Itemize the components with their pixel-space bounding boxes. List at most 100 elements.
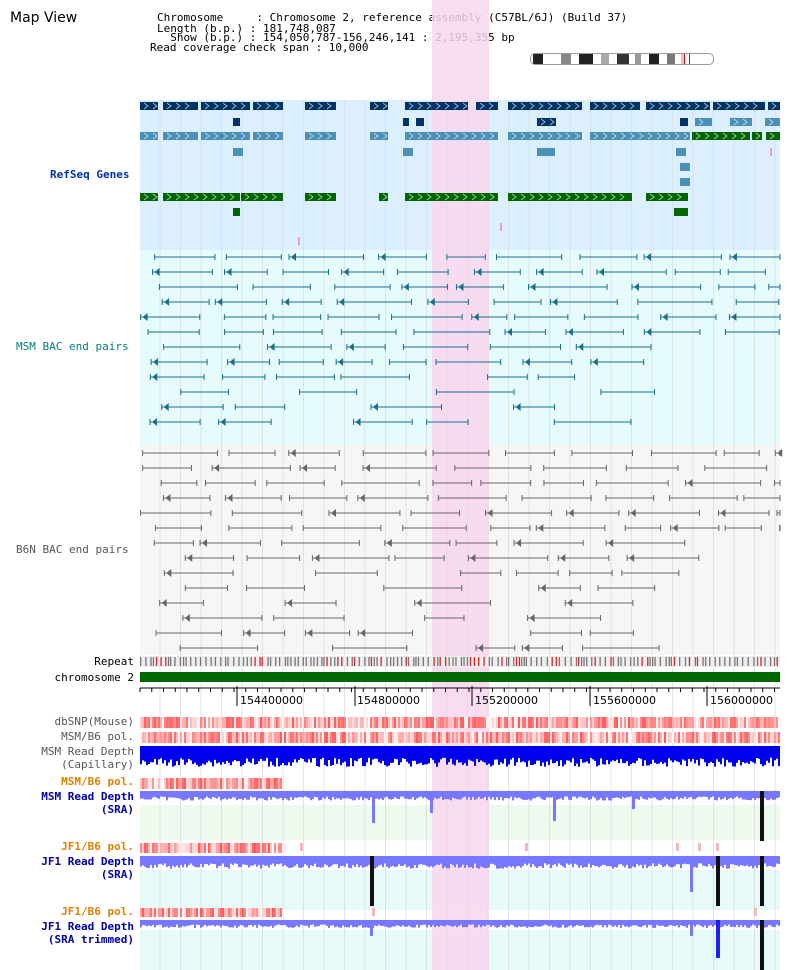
msm-depth-capillary: [230, 746, 232, 766]
msm-pol-heat: [480, 732, 482, 743]
msm-depth-sra: [742, 791, 744, 800]
msm-depth-capillary: [360, 746, 362, 758]
strand-arrow: [716, 102, 722, 110]
dbsnp-heat: [178, 717, 180, 728]
jf1-pol-heat: [268, 843, 270, 853]
strand-arrow: [382, 102, 388, 110]
msm-pol-sra-heat: [144, 778, 146, 789]
repeat-mark: [741, 657, 744, 666]
jf1-pol-trim-heat: [170, 908, 172, 917]
jf1-pol-heat: [154, 843, 156, 853]
jf1-depth-trimmed: [484, 920, 486, 927]
msm-depth-capillary: [692, 746, 694, 759]
msm-pol-heat: [158, 732, 160, 743]
strand-arrow: [373, 102, 379, 110]
jf1-depth-sra: [722, 856, 724, 868]
dbsnp-heat: [532, 717, 534, 728]
msm-depth-sra: [770, 791, 772, 799]
msm-depth-capillary: [666, 746, 668, 767]
msm-depth-capillary: [518, 746, 520, 759]
jf1-depth-sra: [276, 856, 278, 865]
jf1-depth-sra: [142, 856, 144, 866]
strand-arrow: [620, 102, 626, 110]
jf1-depth-sra: [456, 856, 458, 865]
msm-depth-capillary: [218, 746, 220, 763]
jf1-depth-trimmed: [606, 920, 608, 928]
dbsnp-heat: [308, 717, 310, 728]
jf1-pol-trim-heat: [148, 908, 150, 917]
dbsnp-heat: [448, 717, 450, 728]
pol-mark: [525, 843, 528, 851]
dbsnp-heat: [558, 717, 560, 728]
jf1-depth-trimmed: [566, 920, 568, 928]
msm-depth-capillary: [140, 746, 142, 765]
strand-arrow: [222, 132, 228, 140]
strand-arrow: [674, 132, 680, 140]
jf1-depth-trimmed: [308, 920, 310, 928]
dbsnp-heat: [372, 717, 374, 728]
msm-bac-label[interactable]: MSM BAC end pairs: [16, 340, 129, 353]
strand-arrow: [453, 132, 459, 140]
msm-pol-sra-heat: [170, 778, 172, 789]
msm-depth-sra: [394, 791, 396, 798]
highlight-region[interactable]: [432, 0, 489, 970]
dbsnp-heat: [502, 717, 504, 728]
b6n-bac-label[interactable]: B6N BAC end pairs: [16, 543, 129, 556]
dbsnp-heat: [658, 717, 660, 728]
dbsnp-heat: [772, 717, 774, 728]
msm-pol-heat: [754, 732, 756, 743]
jf1-depth-sra: [394, 856, 396, 867]
refseq-genes-label[interactable]: RefSeq Genes: [50, 168, 130, 181]
jf1-depth-trimmed-label-2: (SRA trimmed): [47, 933, 134, 946]
msm-depth-capillary: [566, 746, 568, 761]
msm-depth-capillary: [634, 746, 636, 764]
end-marker: [217, 298, 223, 306]
msm-depth-capillary: [520, 746, 522, 763]
msm-depth-capillary: [486, 746, 488, 765]
msm-pol-heat: [160, 732, 162, 743]
jf1-depth-sra: [638, 856, 640, 866]
strand-arrow: [193, 193, 199, 201]
dbsnp-heat: [418, 717, 420, 728]
msm-depth-capillary: [456, 746, 458, 760]
strand-arrow: [184, 102, 190, 110]
msm-pol-heat: [448, 732, 450, 743]
end-marker: [568, 509, 574, 517]
jf1-depth-trimmed: [162, 920, 164, 928]
jf1-pol-heat: [216, 843, 218, 853]
end-marker: [152, 418, 158, 426]
msm-depth-capillary: [358, 746, 360, 759]
msm-depth-sra: [422, 791, 424, 799]
repeat-mark: [709, 657, 711, 666]
strand-arrow: [326, 132, 332, 140]
jf1-depth-trimmed: [636, 920, 638, 926]
msm-pol-sra-heat: [208, 778, 210, 789]
dbsnp-heat: [580, 717, 582, 728]
repeat-mark: [610, 657, 612, 666]
msm-pol-heat: [632, 732, 634, 743]
msm-pol-heat: [416, 732, 418, 743]
msm-depth-sra: [316, 791, 318, 798]
jf1-depth-trimmed: [480, 920, 482, 928]
jf1-depth-trimmed: [736, 920, 738, 925]
dbsnp-heat: [630, 717, 632, 728]
msm-pol-heat: [710, 732, 712, 743]
jf1-depth-trimmed: [276, 920, 278, 925]
msm-pol-heat: [228, 732, 230, 743]
msm-pol-heat: [150, 732, 152, 743]
msm-depth-capillary: [464, 746, 466, 764]
dbsnp-heat: [302, 717, 304, 728]
msm-depth-capillary: [198, 746, 200, 767]
msm-pol-sra-heat: [172, 778, 174, 789]
jf1-depth-sra: [292, 856, 294, 868]
chromosome-ideogram[interactable]: [530, 53, 714, 65]
dbsnp-heat: [766, 717, 768, 728]
jf1-depth-trimmed: [230, 920, 232, 928]
msm-depth-sra: [638, 791, 640, 800]
msm-depth-sra: [756, 791, 758, 798]
jf1-depth-trimmed: [278, 920, 280, 925]
msm-depth-capillary: [662, 746, 664, 764]
end-marker: [599, 268, 605, 276]
msm-pol-sra-heat: [166, 778, 168, 789]
